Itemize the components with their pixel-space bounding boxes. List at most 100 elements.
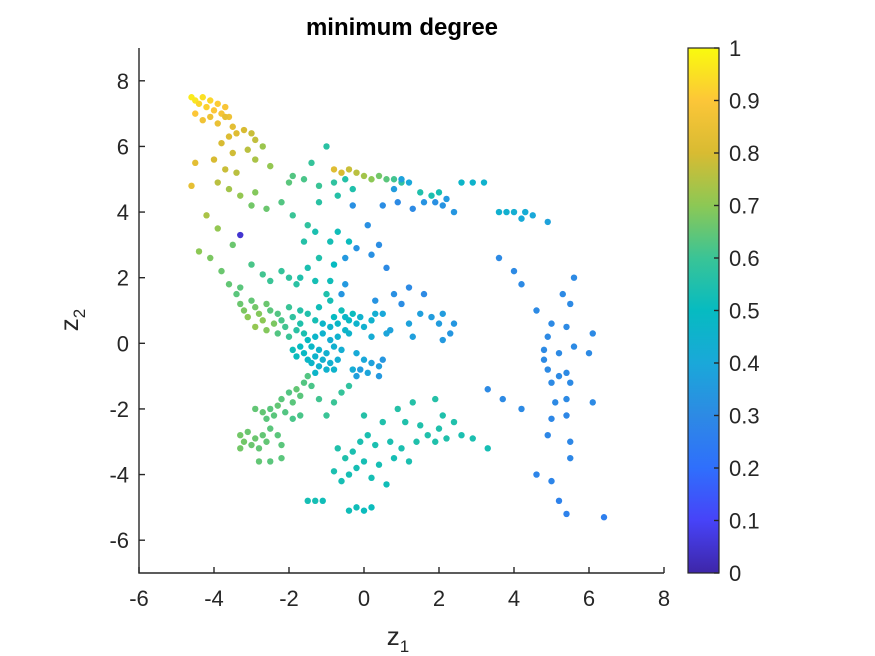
data-point	[285, 304, 293, 311]
data-point	[312, 353, 319, 360]
data-point	[338, 169, 345, 176]
data-point	[248, 130, 255, 137]
data-point	[330, 399, 338, 406]
data-point	[195, 248, 203, 255]
data-point	[285, 274, 293, 281]
data-point	[315, 182, 323, 190]
data-point	[548, 379, 555, 386]
data-point	[544, 366, 551, 373]
data-point	[338, 346, 345, 354]
data-point	[417, 189, 424, 196]
data-point	[240, 438, 248, 445]
data-point	[338, 307, 345, 314]
x-tick-label: 4	[508, 586, 520, 611]
data-point	[330, 166, 338, 173]
data-point	[345, 471, 353, 478]
colorbar-tick-label: 0.5	[729, 299, 760, 324]
data-point	[233, 130, 240, 137]
data-point	[540, 346, 548, 354]
data-point	[289, 172, 296, 180]
data-point	[293, 386, 300, 393]
data-point	[368, 176, 375, 183]
y-tick-label: -4	[109, 463, 129, 488]
data-point	[308, 159, 315, 167]
data-point	[270, 320, 278, 327]
data-point	[334, 445, 341, 452]
data-point	[383, 481, 390, 488]
data-point	[237, 284, 244, 291]
data-point	[330, 313, 338, 321]
data-point	[285, 179, 293, 186]
data-point	[293, 281, 300, 288]
data-point	[222, 113, 229, 121]
data-point	[252, 189, 259, 196]
y-tick-label: 0	[117, 331, 129, 356]
data-point	[375, 461, 383, 468]
data-point	[278, 441, 285, 449]
data-point	[345, 166, 353, 173]
data-point	[360, 356, 368, 363]
data-point	[252, 136, 259, 144]
data-point	[222, 166, 229, 173]
data-point	[300, 349, 308, 357]
data-point	[192, 159, 199, 167]
data-point	[372, 310, 379, 317]
data-point	[555, 497, 563, 505]
data-point	[383, 176, 390, 183]
data-point	[353, 372, 360, 380]
data-point	[237, 445, 244, 452]
data-point	[297, 320, 304, 327]
data-point	[330, 468, 338, 475]
data-point	[353, 320, 360, 327]
data-point	[357, 313, 364, 321]
data-point	[293, 326, 300, 334]
data-point	[364, 369, 371, 377]
data-point	[503, 208, 510, 216]
data-point	[563, 323, 570, 331]
data-point	[567, 438, 574, 445]
data-point	[327, 336, 334, 344]
data-point	[555, 349, 563, 357]
data-point	[274, 330, 281, 337]
data-point	[518, 215, 525, 222]
data-point	[375, 241, 383, 249]
colorbar: 0 0.1 0.2 0.3 0.4 0.5 0.6 0.7 0.8 0.9 1	[687, 36, 760, 586]
plot-area: -6 -4 -2 0 2 4 6 8 -6 -4 -2 0 2 4 6 8	[109, 48, 670, 611]
data-point	[567, 454, 574, 462]
data-point	[327, 277, 334, 285]
data-point	[327, 238, 334, 245]
data-point	[210, 107, 218, 114]
data-point	[270, 412, 278, 419]
data-point	[349, 310, 356, 317]
data-point	[585, 349, 593, 357]
data-point	[300, 176, 308, 183]
data-point	[368, 333, 375, 340]
data-point	[484, 445, 491, 452]
data-point	[267, 162, 274, 170]
y-tick-labels: -6 -4 -2 0 2 4 6 8	[109, 69, 129, 553]
data-point	[282, 323, 289, 331]
data-point	[252, 405, 259, 413]
data-point	[330, 366, 338, 373]
data-point	[244, 146, 251, 153]
data-point	[233, 290, 240, 298]
data-point	[244, 428, 251, 436]
data-point	[405, 284, 413, 291]
data-point	[334, 228, 341, 235]
data-point	[540, 356, 548, 363]
data-point	[342, 176, 349, 183]
data-point	[323, 366, 330, 373]
data-point	[435, 320, 443, 327]
data-point	[349, 185, 356, 193]
data-point	[383, 330, 390, 337]
data-point	[360, 507, 368, 514]
data-point	[372, 297, 379, 304]
y-tick-label: 4	[117, 200, 129, 225]
data-point	[225, 281, 233, 288]
data-point	[210, 156, 218, 163]
data-point	[289, 313, 296, 321]
data-point	[289, 212, 296, 219]
axes	[138, 48, 665, 574]
data-point	[439, 336, 446, 344]
data-point	[319, 356, 326, 363]
